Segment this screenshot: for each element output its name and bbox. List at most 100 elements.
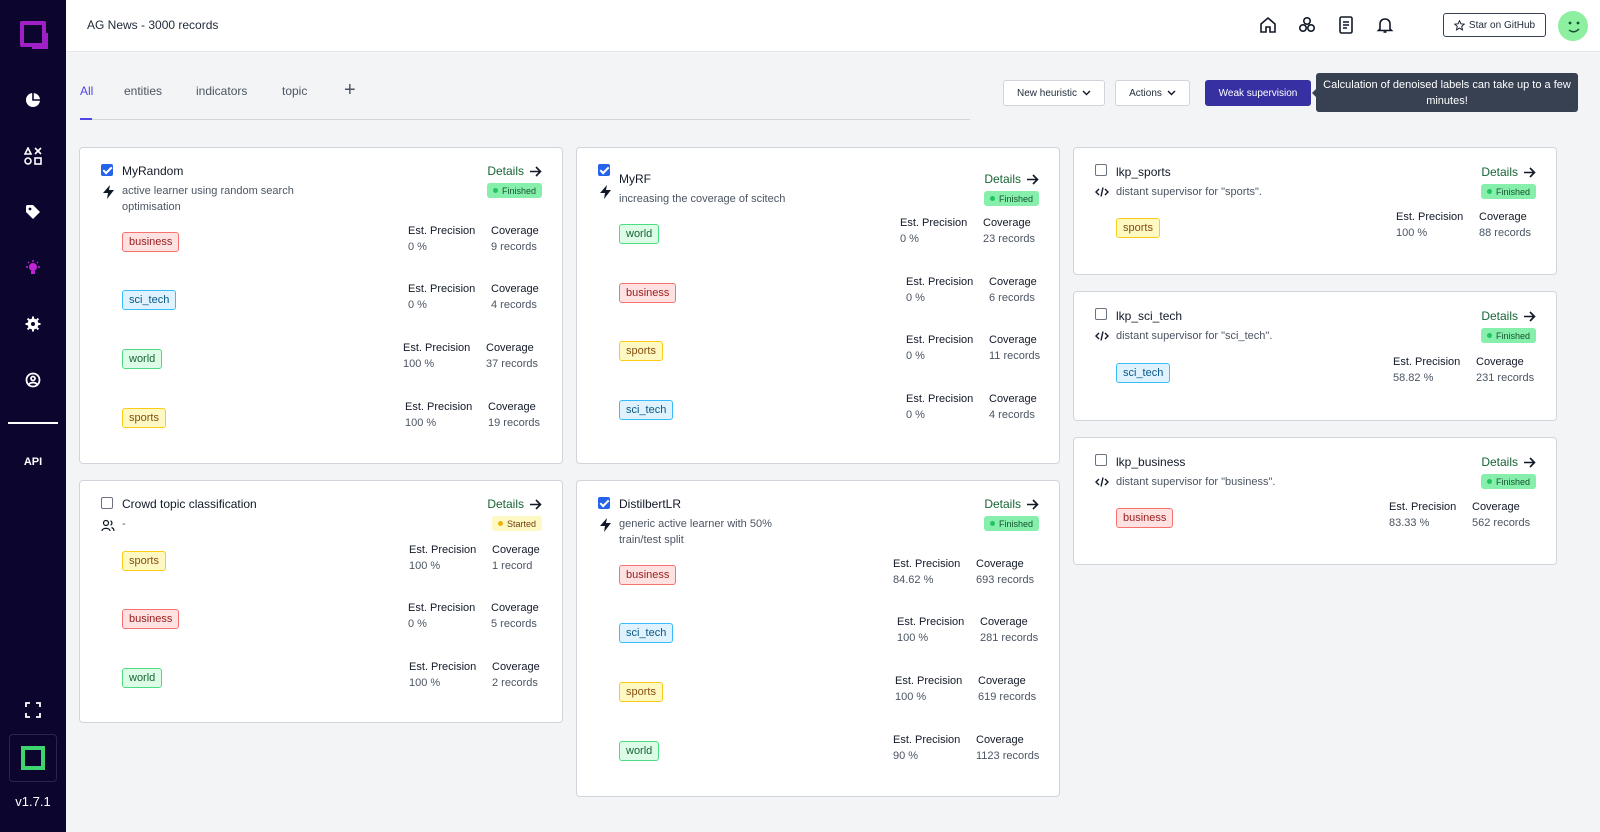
heuristic-name[interactable]: lkp_sports [1116,165,1171,179]
tab-entities[interactable]: entities [124,84,163,98]
coverage-metric: Coverage 5 records [491,600,539,632]
precision-value: 58.82 % [1393,372,1434,384]
status-dot-icon [989,196,995,201]
fullscreen-icon[interactable] [21,698,45,722]
coverage-metric: Coverage 23 records [983,215,1035,247]
coverage-label: Coverage [492,544,540,556]
user-circle-icon[interactable] [21,368,45,392]
lightbulb-icon[interactable] [21,256,45,280]
coverage-metric: Coverage 1 record [492,542,540,574]
select-checkbox[interactable] [1095,164,1107,176]
precision-label: Est. Precision [405,401,473,413]
select-checkbox[interactable] [101,164,113,176]
brand-logo-icon[interactable] [9,734,57,782]
heuristic-description: distant supervisor for "sports". [1116,186,1262,198]
precision-metric: Est. Precision 90 % [893,732,960,764]
pie-chart-icon[interactable] [21,88,45,112]
precision-value: 100 % [403,358,435,370]
heuristic-description: distant supervisor for "business". [1116,476,1276,488]
star-github-button[interactable]: Star on GitHub [1443,13,1546,37]
coverage-value: 88 records [1479,227,1531,239]
home-icon[interactable] [1257,14,1279,36]
precision-value: 90 % [893,750,919,762]
actions-button[interactable]: Actions [1115,80,1190,106]
tab-indicators[interactable]: indicators [196,84,248,98]
precision-value: 100 % [897,632,929,644]
precision-value: 0 % [906,350,925,362]
label-badge-world: world [122,349,163,369]
project-title: AG News - 3000 records [87,18,219,32]
status-label: Finished [1495,186,1530,197]
details-link[interactable]: Details [984,497,1039,511]
shapes-icon[interactable] [21,144,45,168]
chevron-down-icon [1082,90,1091,96]
coverage-metric: Coverage 4 records [491,281,539,313]
precision-metric: Est. Precision 0 % [900,215,967,247]
details-label: Details [487,497,524,511]
coverage-label: Coverage [983,217,1031,229]
coverage-label: Coverage [486,342,534,354]
coverage-value: 4 records [491,299,537,311]
details-link[interactable]: Details [487,497,542,511]
coverage-metric: Coverage 1123 records [976,732,1039,764]
tab-bar: All entities indicators topic + [80,79,970,120]
coverage-metric: Coverage 619 records [978,673,1036,705]
weak-supervision-tooltip: Calculation of denoised labels can take … [1312,73,1578,112]
status-dot-icon [492,188,498,193]
details-label: Details [487,164,524,178]
precision-label: Est. Precision [408,225,476,237]
heuristic-name[interactable]: MyRF [619,172,651,186]
details-link[interactable]: Details [1481,309,1536,323]
new-heuristic-button[interactable]: New heuristic [1003,80,1105,106]
logo-icon[interactable] [20,21,48,49]
tag-icon[interactable] [21,200,45,224]
precision-label: Est. Precision [906,334,974,346]
label-badge-world: world [122,668,163,688]
avatar[interactable] [1558,11,1588,41]
heuristic-card: MyRandom active learner using random sear… [79,147,563,464]
precision-value: 100 % [895,691,927,703]
coverage-label: Coverage [488,401,536,413]
select-checkbox[interactable] [1095,308,1107,320]
details-label: Details [1481,455,1518,469]
community-icon[interactable] [1296,14,1318,36]
heuristic-name[interactable]: MyRandom [122,164,184,178]
details-link[interactable]: Details [1481,455,1536,469]
precision-label: Est. Precision [1396,211,1464,223]
precision-value: 83.33 % [1389,517,1430,529]
coverage-metric: Coverage 19 records [488,399,540,431]
select-checkbox[interactable] [101,497,113,509]
precision-value: 84.62 % [893,574,934,586]
precision-metric: Est. Precision 0 % [906,274,973,306]
code-icon [1095,475,1109,489]
heuristic-name[interactable]: DistilbertLR [619,497,682,511]
coverage-value: 562 records [1472,517,1531,529]
tab-topic[interactable]: topic [282,84,308,98]
coverage-label: Coverage [980,616,1028,628]
weak-supervision-button[interactable]: Weak supervision [1205,80,1311,106]
arrow-right-icon [1524,310,1536,322]
select-checkbox[interactable] [598,164,610,176]
coverage-value: 693 records [976,574,1035,586]
heuristic-name[interactable]: lkp_sci_tech [1116,309,1183,323]
select-checkbox[interactable] [598,497,610,509]
heuristic-name[interactable]: lkp_business [1116,455,1186,469]
star-github-label: Star on GitHub [1468,19,1536,31]
coverage-label: Coverage [989,393,1037,405]
add-tab-icon[interactable]: + [344,79,356,101]
coverage-value: 5 records [491,618,537,630]
tab-all[interactable]: All [80,84,94,98]
details-link[interactable]: Details [487,164,542,178]
bell-icon[interactable] [1374,14,1396,36]
select-checkbox[interactable] [1095,454,1107,466]
details-link[interactable]: Details [1481,165,1536,179]
api-link[interactable]: API [23,456,43,468]
document-icon[interactable] [1335,14,1357,36]
details-link[interactable]: Details [984,172,1039,186]
status-label: Finished [501,185,536,196]
precision-label: Est. Precision [408,283,476,295]
heuristic-name[interactable]: Crowd topic classification [122,497,257,511]
precision-metric: Est. Precision 84.62 % [893,556,960,588]
settings-icon[interactable] [21,312,45,336]
